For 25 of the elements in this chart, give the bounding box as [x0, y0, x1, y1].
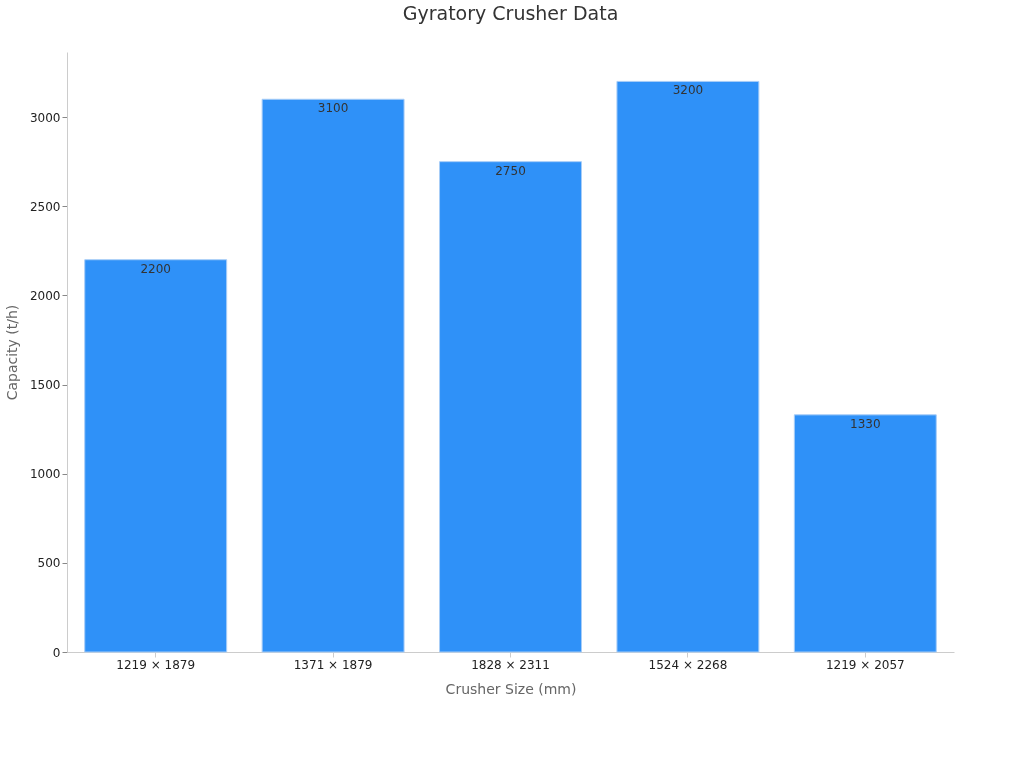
- y-tick-label: 3000: [29, 110, 61, 125]
- bar: [793, 414, 937, 653]
- data-label: 1330: [850, 416, 881, 431]
- y-axis-title: Capacity (t/h): [3, 304, 20, 401]
- bar: [439, 161, 582, 653]
- y-tick-label: 2500: [29, 199, 61, 214]
- x-axis-title: Crusher Size (mm): [445, 680, 577, 697]
- data-label: 2750: [495, 163, 526, 178]
- bar: [84, 259, 228, 653]
- x-tick-label: 1371 × 1879: [293, 657, 373, 672]
- bar: [616, 80, 760, 653]
- y-tick-label: 1000: [29, 467, 61, 482]
- bar: [261, 98, 405, 653]
- y-tick-label: 2000: [29, 288, 61, 303]
- x-tick-label: 1828 × 2311: [471, 657, 550, 672]
- data-label: 3200: [672, 83, 704, 98]
- y-tick-label: 500: [37, 556, 61, 571]
- y-tick-label: 0: [52, 645, 61, 660]
- x-tick-label: 1219 × 2057: [825, 657, 905, 672]
- y-tick-label: 1500: [29, 378, 61, 393]
- x-tick-label: 1219 × 1879: [116, 657, 196, 672]
- data-label: 3100: [317, 101, 349, 116]
- x-tick-label: 1524 × 2268: [648, 657, 728, 672]
- data-label: 2200: [140, 261, 171, 276]
- chart-title: Gyratory Crusher Data: [402, 2, 619, 24]
